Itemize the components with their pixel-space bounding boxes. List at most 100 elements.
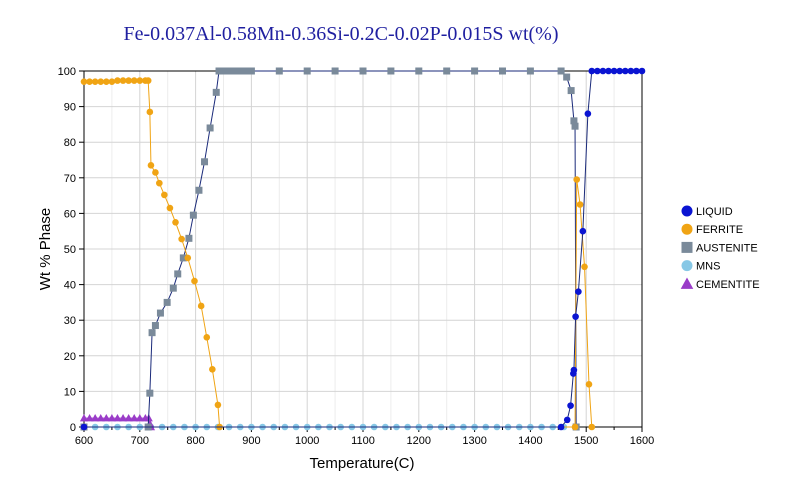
data-point-austenite: [201, 158, 209, 166]
data-point-austenite: [563, 73, 571, 81]
data-point-ferrite: [178, 235, 185, 243]
data-point-austenite: [179, 254, 187, 262]
y-tick-label: 30: [64, 315, 76, 327]
data-point-ferrite: [103, 78, 110, 85]
data-point-austenite: [148, 329, 156, 337]
data-point-austenite: [169, 284, 177, 292]
y-tick-label: 40: [64, 280, 76, 292]
data-point-ferrite: [166, 204, 174, 212]
x-tick-label: 1600: [630, 435, 654, 447]
data-point-austenite: [387, 67, 395, 75]
data-point-liquid: [638, 67, 646, 75]
data-point-austenite: [242, 67, 250, 75]
data-point-ferrite: [588, 423, 596, 431]
data-point-austenite: [151, 322, 159, 330]
x-tick-label: 1300: [462, 435, 486, 447]
data-point-liquid: [605, 67, 612, 75]
data-point-austenite: [567, 87, 575, 95]
y-tick-label: 0: [70, 422, 76, 434]
data-point-cementite: [91, 414, 100, 422]
legend-marker-cementite: [680, 277, 694, 289]
legend-marker-austenite: [681, 241, 693, 253]
data-point-liquid: [633, 67, 640, 75]
data-point-austenite: [499, 67, 506, 75]
y-tick-label: 20: [64, 351, 76, 363]
y-tick-label: 90: [64, 102, 76, 114]
data-point-ferrite: [585, 380, 593, 388]
data-point-austenite: [275, 67, 283, 75]
x-tick-label: 1200: [407, 435, 431, 447]
y-axis-title: Wt % Phase: [37, 208, 54, 291]
legend-marker-ferrite: [681, 223, 693, 235]
data-point-austenite: [215, 67, 223, 75]
data-point-austenite: [220, 67, 227, 75]
data-point-liquid: [621, 67, 629, 75]
x-tick-label: 1100: [351, 435, 375, 447]
legend-label-austenite: AUSTENITE: [696, 242, 758, 254]
data-point-cementite: [102, 414, 111, 422]
data-point-ferrite: [571, 423, 579, 431]
data-point-liquid: [616, 67, 623, 75]
data-point-liquid: [594, 67, 601, 75]
data-point-ferrite: [197, 302, 205, 310]
y-tick-label: 70: [64, 173, 76, 185]
data-point-austenite: [195, 186, 203, 194]
data-point-austenite: [146, 389, 154, 397]
data-point-ferrite: [91, 78, 99, 85]
x-tick-label: 1500: [574, 435, 598, 447]
data-point-ferrite: [147, 162, 155, 169]
legend-label-mns: MNS: [696, 261, 720, 273]
data-point-cementite: [130, 414, 139, 422]
data-point-ferrite: [184, 254, 192, 262]
data-point-ferrite: [573, 176, 581, 183]
data-point-austenite: [206, 124, 214, 132]
data-point-liquid: [80, 423, 88, 431]
legend-marker-liquid: [681, 205, 693, 217]
legend-marker-mns: [681, 260, 693, 272]
data-point-liquid: [599, 67, 607, 75]
legend-label-ferrite: FERRITE: [696, 224, 743, 236]
data-point-austenite: [225, 67, 233, 75]
x-tick-label: 900: [242, 435, 260, 447]
data-point-ferrite: [209, 366, 216, 373]
data-point-ferrite: [125, 77, 132, 84]
data-point-ferrite: [581, 263, 588, 271]
data-point-ferrite: [161, 191, 168, 199]
x-axis-title: Temperature(C): [309, 455, 414, 472]
data-point-ferrite: [144, 77, 152, 84]
data-point-austenite: [189, 211, 197, 219]
data-point-cementite: [135, 414, 144, 422]
data-point-austenite: [570, 117, 578, 125]
data-point-liquid: [584, 110, 592, 118]
data-point-ferrite: [203, 333, 211, 341]
chart-title: Fe-0.037Al-0.58Mn-0.36Si-0.2C-0.02P-0.01…: [124, 23, 559, 45]
data-point-austenite: [236, 67, 244, 75]
data-point-cementite: [79, 414, 89, 422]
data-point-austenite: [185, 234, 193, 242]
data-point-austenite: [526, 67, 534, 75]
data-point-ferrite: [576, 201, 584, 208]
x-tick-label: 700: [131, 435, 149, 447]
data-point-liquid: [610, 67, 618, 75]
data-point-austenite: [174, 270, 182, 278]
data-point-liquid: [557, 423, 565, 431]
data-point-cementite: [113, 414, 122, 422]
data-point-liquid: [567, 402, 574, 409]
data-point-liquid: [588, 67, 596, 75]
data-point-cementite: [85, 414, 94, 422]
data-point-cementite: [107, 414, 116, 422]
x-tick-label: 600: [75, 435, 93, 447]
y-tick-label: 100: [58, 66, 76, 78]
data-point-ferrite: [80, 78, 88, 85]
data-point-ferrite: [214, 401, 222, 409]
y-tick-label: 60: [64, 208, 76, 220]
data-point-ferrite: [172, 219, 179, 226]
data-point-austenite: [359, 67, 367, 75]
data-point-austenite: [247, 67, 255, 75]
x-tick-label: 1400: [518, 435, 542, 447]
legend-label-liquid: LIQUID: [696, 206, 733, 218]
data-point-ferrite: [146, 108, 154, 116]
data-point-ferrite: [86, 78, 93, 85]
